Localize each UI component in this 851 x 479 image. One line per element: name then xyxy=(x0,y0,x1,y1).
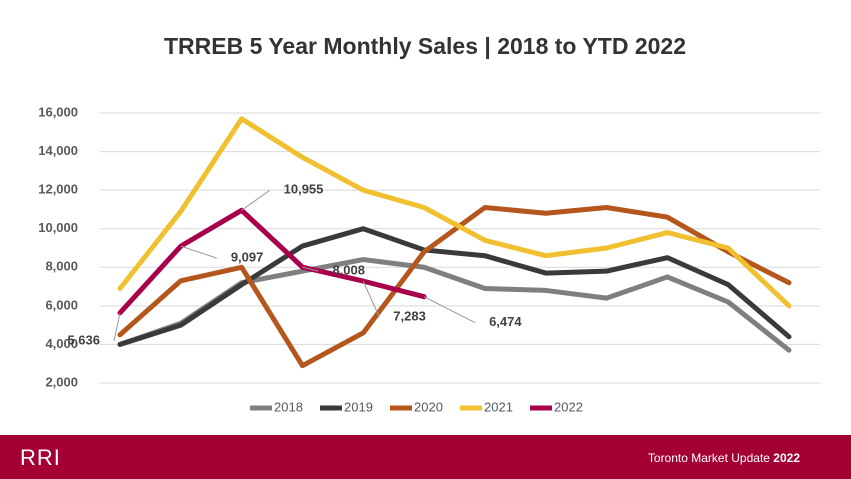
label-leader xyxy=(180,245,217,259)
series-line xyxy=(117,205,792,369)
legend-label: 2020 xyxy=(414,399,443,414)
series-line xyxy=(117,207,427,316)
footer-bar xyxy=(0,435,851,479)
legend-label: 2022 xyxy=(554,399,583,414)
chart-title: TRREB 5 Year Monthly Sales | 2018 to YTD… xyxy=(164,33,686,59)
y-tick-label: 10,000 xyxy=(38,220,78,235)
footer-text: Toronto Market Update 2022 xyxy=(648,451,800,465)
y-tick-label: 4,000 xyxy=(45,336,78,351)
label-leader xyxy=(302,266,319,272)
legend-label: 2018 xyxy=(274,399,303,414)
y-tick-label: 12,000 xyxy=(38,182,78,197)
data-label: 10,955 xyxy=(284,182,324,197)
legend-label: 2019 xyxy=(344,399,373,414)
footer-year: 2022 xyxy=(773,451,800,465)
y-tick-label: 16,000 xyxy=(38,104,78,119)
label-leader xyxy=(423,296,476,324)
y-tick-label: 14,000 xyxy=(38,143,78,158)
data-label: 7,283 xyxy=(393,309,426,324)
data-label: 8,008 xyxy=(332,263,365,278)
label-leader xyxy=(113,312,121,341)
data-label: 6,474 xyxy=(489,314,522,329)
data-label: 9,097 xyxy=(231,250,264,265)
legend-label: 2021 xyxy=(484,399,513,414)
series-line xyxy=(117,116,792,309)
footer-label: Toronto Market Update xyxy=(648,451,770,465)
y-tick-label: 6,000 xyxy=(45,297,78,312)
label-leader xyxy=(241,189,270,211)
y-tick-label: 8,000 xyxy=(45,259,78,274)
y-tick-label: 2,000 xyxy=(45,374,78,389)
footer-logo: RRI xyxy=(20,445,61,470)
series-line xyxy=(117,226,792,347)
label-leader xyxy=(362,280,380,318)
data-label: 5,636 xyxy=(67,332,100,347)
